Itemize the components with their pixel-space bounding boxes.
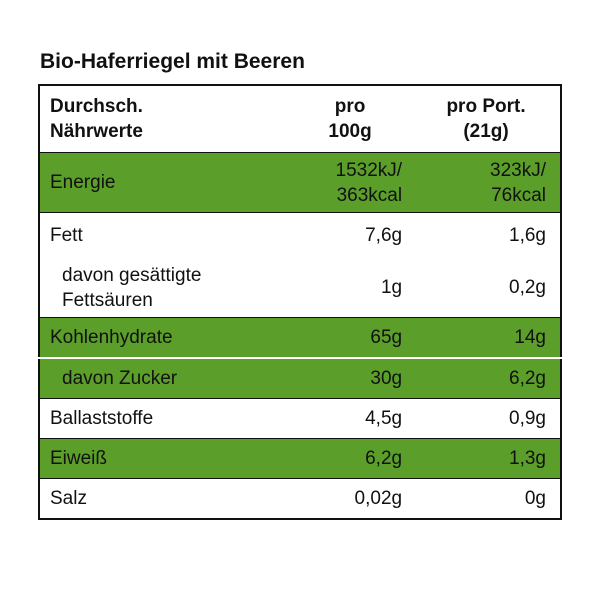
label: Salz [39,478,288,519]
value: 0g [416,478,561,519]
nutrition-table: Durchsch. Nährwerte pro 100g pro Port. (… [38,84,562,520]
label: Ballaststoffe [39,398,288,439]
value: 0,2g [509,277,546,298]
row: Eiweiß 6,2g 1,3g [39,438,561,479]
label: Fett [39,212,288,258]
value: 30g [288,357,417,399]
value: 0,9g [416,398,561,439]
value: 1,3g [416,438,561,479]
label: davon Zucker [39,357,288,399]
row: Energie 1532kJ/ 363kcal 323kJ/ 76kcal [39,152,561,213]
row: Salz 0,02g 0g [39,478,561,519]
value: 1532kJ/ 363kcal [288,152,417,213]
row: Fett 7,6g 1,6g [39,212,561,258]
row: Ballaststoffe 4,5g 0,9g [39,398,561,439]
label: Eiweiß [39,438,288,479]
value: 6,2g [288,438,417,479]
row: davon Zucker 30g 6,2g [39,357,561,399]
row: Kohlenhydrate 65g 14g [39,317,561,358]
title: Bio-Haferriegel mit Beeren [40,50,305,73]
value: 323kJ/ 76kcal [416,152,561,213]
label: davon gesättigte Fettsäuren [62,264,202,311]
label: Kohlenhydrate [39,317,288,358]
header-row: Durchsch. Nährwerte pro 100g pro Port. (… [39,85,561,153]
value: 65g [288,317,417,358]
column-header: Durchsch. Nährwerte [39,85,288,153]
value: 0,02g [288,478,417,519]
value: 7,6g [288,212,417,258]
value: 6,2g [416,357,561,399]
value: 14g [416,317,561,358]
value: 1g [380,277,403,298]
column-header: pro Port. (21g) [416,85,561,153]
value: 4,5g [288,398,417,439]
row: davon gesättigte Fettsäuren 1g 0,2g [39,258,561,318]
label: Energie [39,152,288,213]
value: 1,6g [416,212,561,258]
column-header: pro 100g [288,85,417,153]
